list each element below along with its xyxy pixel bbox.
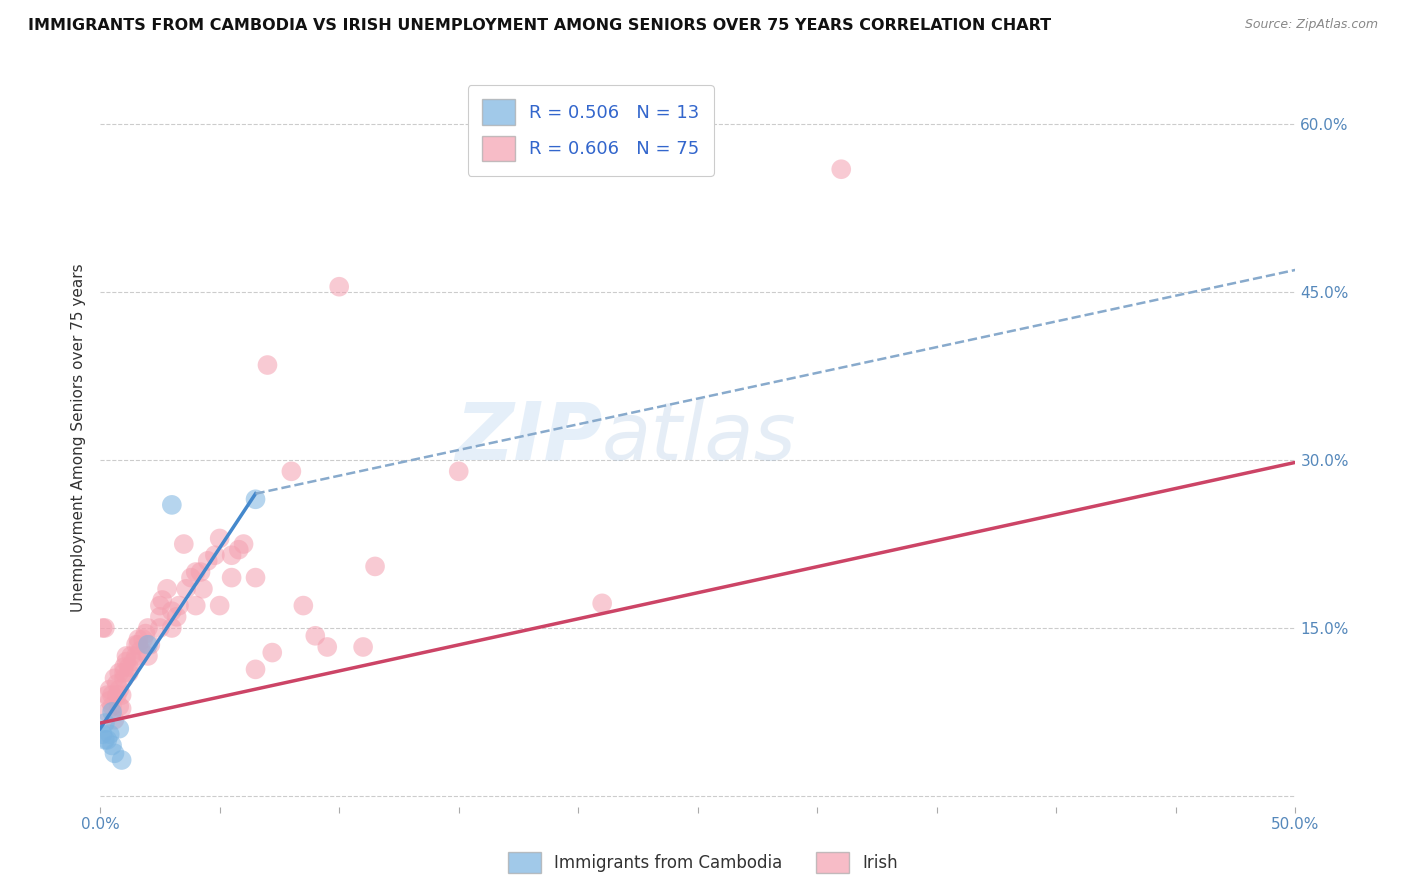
Point: [190, 565, 212, 579]
Point: [125, 638, 148, 652]
Point: [103, 746, 125, 760]
Legend: R = 0.506   N = 13, R = 0.606   N = 75: R = 0.506 N = 13, R = 0.606 N = 75: [468, 85, 714, 176]
Point: [245, 662, 267, 676]
Point: [167, 599, 190, 613]
Point: [184, 599, 207, 613]
Point: [221, 571, 243, 585]
Point: [96, 688, 118, 702]
Point: [112, 660, 135, 674]
Point: [108, 699, 131, 714]
Point: [150, 593, 173, 607]
Point: [447, 464, 470, 478]
Point: [98, 682, 121, 697]
Point: [228, 542, 250, 557]
Point: [245, 492, 267, 507]
Text: Source: ZipAtlas.com: Source: ZipAtlas.com: [1244, 18, 1378, 31]
Point: [204, 548, 226, 562]
Point: [101, 705, 124, 719]
Point: [94, 716, 117, 731]
Point: [91, 621, 114, 635]
Point: [149, 599, 172, 613]
Point: [108, 722, 131, 736]
Point: [115, 655, 138, 669]
Point: [103, 671, 125, 685]
Point: [208, 532, 231, 546]
Point: [174, 582, 197, 596]
Point: [191, 582, 214, 596]
Point: [280, 464, 302, 478]
Text: ZIP: ZIP: [454, 399, 602, 476]
Point: [567, 156, 589, 170]
Point: [111, 688, 134, 702]
Point: [125, 648, 148, 663]
Point: [129, 643, 152, 657]
Point: [173, 537, 195, 551]
Point: [166, 609, 188, 624]
Point: [160, 621, 183, 635]
Point: [256, 358, 278, 372]
Point: [208, 599, 231, 613]
Point: [94, 732, 117, 747]
Point: [111, 753, 134, 767]
Point: [101, 739, 124, 753]
Point: [105, 688, 128, 702]
Point: [139, 638, 162, 652]
Point: [262, 646, 284, 660]
Point: [149, 621, 172, 635]
Point: [96, 705, 118, 719]
Legend: Immigrants from Cambodia, Irish: Immigrants from Cambodia, Irish: [501, 846, 905, 880]
Point: [108, 665, 131, 680]
Point: [94, 621, 117, 635]
Point: [304, 629, 326, 643]
Point: [118, 660, 141, 674]
Point: [132, 632, 155, 647]
Point: [112, 665, 135, 680]
Text: IMMIGRANTS FROM CAMBODIA VS IRISH UNEMPLOYMENT AMONG SENIORS OVER 75 YEARS CORRE: IMMIGRANTS FROM CAMBODIA VS IRISH UNEMPL…: [28, 18, 1052, 33]
Point: [127, 632, 149, 647]
Point: [292, 599, 315, 613]
Point: [108, 682, 131, 697]
Point: [136, 648, 159, 663]
Point: [232, 537, 254, 551]
Point: [830, 162, 852, 177]
Point: [316, 640, 339, 654]
Point: [101, 699, 124, 714]
Point: [180, 571, 202, 585]
Point: [91, 727, 114, 741]
Point: [149, 609, 172, 624]
Point: [364, 559, 387, 574]
Point: [160, 604, 183, 618]
Point: [160, 498, 183, 512]
Point: [103, 713, 125, 727]
Point: [221, 548, 243, 562]
Point: [98, 694, 121, 708]
Point: [184, 565, 207, 579]
Point: [105, 677, 128, 691]
Point: [156, 582, 179, 596]
Point: [328, 279, 350, 293]
Point: [122, 655, 145, 669]
Point: [115, 648, 138, 663]
Point: [112, 671, 135, 685]
Point: [101, 688, 124, 702]
Point: [98, 727, 121, 741]
Point: [120, 648, 142, 663]
Point: [591, 596, 613, 610]
Point: [96, 732, 118, 747]
Text: atlas: atlas: [602, 399, 797, 476]
Point: [352, 640, 374, 654]
Point: [127, 638, 149, 652]
Point: [136, 621, 159, 635]
Point: [111, 701, 134, 715]
Y-axis label: Unemployment Among Seniors over 75 years: Unemployment Among Seniors over 75 years: [72, 263, 86, 612]
Point: [136, 638, 159, 652]
Point: [197, 554, 219, 568]
Point: [118, 665, 141, 680]
Point: [245, 571, 267, 585]
Point: [135, 626, 157, 640]
